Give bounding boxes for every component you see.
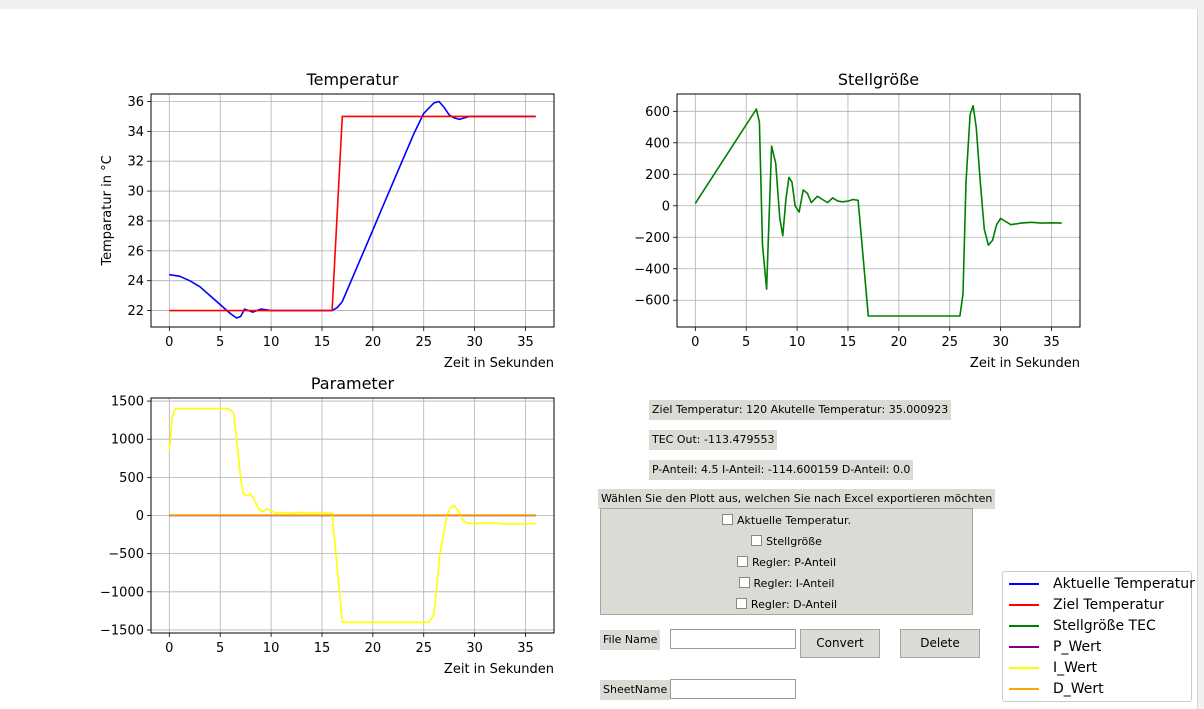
legend-line-swatch (1009, 604, 1039, 606)
x-tick-label: 25 (415, 641, 432, 656)
tec-out-label: TEC Out: -113.479553 (649, 430, 778, 450)
x-tick-label: 5 (742, 335, 750, 350)
x-tick-label: 35 (517, 641, 534, 656)
x-tick-label: 0 (165, 335, 173, 350)
legend-line-swatch (1009, 667, 1039, 669)
y-tick-label: 32 (127, 155, 144, 170)
export-option-actual-temperature[interactable]: Aktuelle Temperatur. (601, 512, 972, 530)
legend-item-target-temperature: Ziel Temperatur (1009, 595, 1191, 615)
y-tick-label: 500 (119, 471, 144, 486)
chart-legend: Aktuelle Temperatur Ziel Temperatur Stel… (1002, 571, 1195, 702)
window-right-edge (1197, 9, 1204, 709)
legend-line-swatch (1009, 625, 1039, 627)
legend-line-swatch (1009, 688, 1039, 690)
y-tick-label: 600 (645, 105, 670, 120)
export-option-d-part[interactable]: Regler: D-Anteil (601, 596, 972, 614)
checkbox-icon[interactable] (735, 598, 747, 609)
y-tick-label: 30 (127, 185, 144, 200)
window-top-bar (0, 0, 1204, 9)
x-tick-label: 15 (840, 335, 857, 350)
y-tick-label: 28 (127, 214, 144, 229)
target-actual-temperature-label: Ziel Temperatur: 120 Akutelle Temperatur… (649, 400, 952, 420)
convert-button[interactable]: Convert (800, 629, 880, 658)
y-tick-label: 400 (645, 136, 670, 151)
x-tick-label: 25 (941, 335, 958, 350)
export-prompt-label: Wählen Sie den Plott aus, welchen Sie na… (598, 489, 996, 509)
x-tick-label: 5 (216, 335, 224, 350)
delete-button[interactable]: Delete (900, 629, 980, 658)
x-tick-label: 20 (365, 641, 382, 656)
sheet-name-label: SheetName (600, 680, 671, 700)
x-tick-label: 15 (314, 641, 331, 656)
checkbox-icon[interactable] (722, 514, 734, 525)
y-tick-label: −1500 (100, 623, 144, 638)
y-tick-label: −600 (634, 294, 670, 309)
y-axis-label: Temparatur in °C (100, 155, 115, 266)
y-tick-label: 34 (127, 125, 144, 140)
x-tick-label: 5 (216, 641, 224, 656)
y-tick-label: 24 (127, 274, 144, 289)
y-tick-label: 200 (645, 168, 670, 183)
x-axis-label: Zeit in Sekunden (444, 662, 554, 677)
checkbox-icon[interactable] (751, 535, 763, 546)
x-tick-label: 10 (789, 335, 806, 350)
plot-frame (676, 93, 1081, 328)
legend-line-swatch (1009, 583, 1039, 585)
export-options-group: Aktuelle Temperatur. Stellgröße Regler: … (600, 508, 973, 615)
y-tick-label: 36 (127, 95, 144, 110)
x-tick-label: 10 (263, 335, 280, 350)
y-tick-label: 0 (662, 199, 670, 214)
y-tick-label: 1500 (111, 395, 144, 410)
x-tick-label: 30 (466, 335, 483, 350)
x-tick-label: 25 (415, 335, 432, 350)
export-option-stellgroesse[interactable]: Stellgröße (601, 533, 972, 551)
legend-item-d-value: D_Wert (1009, 679, 1191, 699)
y-tick-label: 26 (127, 244, 144, 259)
legend-line-swatch (1009, 646, 1039, 648)
export-option-i-part[interactable]: Regler: I-Anteil (601, 575, 972, 593)
x-tick-label: 35 (517, 335, 534, 350)
chart-title: Stellgröße (838, 70, 919, 89)
y-tick-label: −200 (634, 231, 670, 246)
x-tick-label: 20 (365, 335, 382, 350)
checkbox-icon[interactable] (738, 577, 750, 588)
x-tick-label: 15 (314, 335, 331, 350)
x-axis-label: Zeit in Sekunden (444, 356, 554, 371)
series-line-i-wert (168, 407, 536, 624)
chart-title: Temperatur (306, 70, 399, 89)
x-tick-label: 30 (466, 641, 483, 656)
x-tick-label: 0 (691, 335, 699, 350)
y-tick-label: 0 (136, 509, 144, 524)
y-tick-label: −400 (634, 262, 670, 277)
y-tick-label: 22 (127, 304, 144, 319)
legend-item-i-value: I_Wert (1009, 658, 1191, 678)
controller-parts-label: P-Anteil: 4.5 I-Anteil: -114.600159 D-An… (649, 460, 914, 480)
x-tick-label: 35 (1043, 335, 1060, 350)
x-tick-label: 30 (992, 335, 1009, 350)
export-option-p-part[interactable]: Regler: P-Anteil (601, 554, 972, 572)
x-axis-label: Zeit in Sekunden (970, 356, 1080, 371)
legend-item-tec: Stellgröße TEC (1009, 616, 1191, 636)
x-tick-label: 0 (165, 641, 173, 656)
series-line-stellgr-e-tec (694, 105, 1062, 317)
series-line-ziel-temperatur (169, 115, 536, 312)
x-tick-label: 10 (263, 641, 280, 656)
y-tick-label: −500 (108, 547, 144, 562)
x-tick-label: 20 (891, 335, 908, 350)
file-name-input[interactable] (670, 629, 796, 649)
plot-frame (150, 93, 555, 328)
file-name-label: File Name (600, 630, 661, 650)
chart-title: Parameter (311, 374, 395, 393)
y-tick-label: 1000 (111, 433, 144, 448)
checkbox-icon[interactable] (736, 556, 748, 567)
legend-item-p-value: P_Wert (1009, 637, 1191, 657)
sheet-name-input[interactable] (670, 679, 796, 699)
legend-item-actual-temperature: Aktuelle Temperatur (1009, 574, 1195, 594)
y-tick-label: −1000 (100, 585, 144, 600)
